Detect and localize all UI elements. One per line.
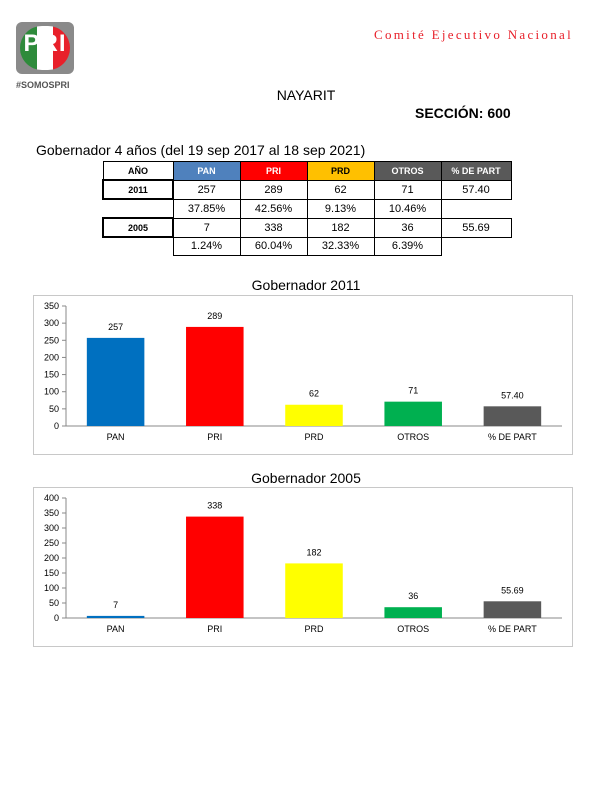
- x-tick-label: OTROS: [397, 432, 429, 442]
- data-label: 57.40: [501, 390, 524, 400]
- data-label: 7: [113, 600, 118, 610]
- cell-prd: 182: [306, 217, 375, 238]
- bar-pan: [86, 337, 145, 426]
- x-tick-label: PRI: [207, 432, 222, 442]
- header-otros: OTROS: [373, 161, 442, 181]
- period-heading: Gobernador 4 años (del 19 sep 2017 al 18…: [36, 142, 366, 158]
- header-pan: PAN: [172, 161, 241, 181]
- brand-tagline: #SOMOSPRI: [16, 80, 70, 90]
- logo-letters: PRI: [23, 30, 67, 57]
- cell-pan: 257: [172, 179, 241, 200]
- y-tick-label: 300: [44, 523, 59, 533]
- cell-participation: 55.69: [440, 217, 512, 238]
- y-tick-label: 350: [44, 301, 59, 311]
- header-year: AÑO: [102, 161, 174, 181]
- data-label: 62: [309, 389, 319, 399]
- bar-prd: [285, 404, 343, 426]
- table-row: 2005 7 338 182 36 55.69: [102, 217, 512, 238]
- header-pri: PRI: [239, 161, 308, 181]
- bar-pan: [86, 615, 145, 618]
- y-tick-label: 0: [54, 613, 59, 623]
- pct-pan: 1.24%: [172, 237, 241, 256]
- y-tick-label: 200: [44, 553, 59, 563]
- bar-pri: [186, 516, 244, 618]
- bar-prd: [285, 563, 343, 618]
- y-tick-label: 250: [44, 538, 59, 548]
- y-tick-label: 300: [44, 318, 59, 328]
- cell-pan: 7: [172, 217, 241, 238]
- x-tick-label: PRI: [207, 624, 222, 634]
- header-participation: % DE PART: [440, 161, 512, 181]
- state-title: NAYARIT: [276, 87, 336, 103]
- x-tick-label: % DE PART: [488, 432, 537, 442]
- data-label: 182: [306, 547, 321, 557]
- chart-2005: 0 50 100 150 200 250 300 350 400 7 PAN 338 PRI 182 PRD…: [33, 487, 573, 647]
- y-tick-label: 100: [44, 387, 59, 397]
- chart-2011: 0 50 100 150 200 250 300 350 257 PAN 289 PRI 62 PRD 71…: [33, 295, 573, 455]
- header-prd: PRD: [306, 161, 375, 181]
- pct-otros: 6.39%: [373, 237, 442, 256]
- bar-pri: [186, 326, 244, 426]
- cell-pri: 289: [239, 179, 308, 200]
- organization-name: Comité Ejecutivo Nacional: [374, 27, 574, 42]
- data-label: 289: [207, 311, 222, 321]
- table-header-row: AÑO PAN PRI PRD OTROS % DE PART: [102, 161, 512, 181]
- x-tick-label: PAN: [107, 432, 125, 442]
- cell-participation: 57.40: [440, 179, 512, 200]
- pri-logo: PRI: [16, 22, 74, 74]
- y-tick-label: 400: [44, 493, 59, 503]
- pct-pri: 42.56%: [239, 199, 308, 219]
- pct-prd: 9.13%: [306, 199, 375, 219]
- cell-prd: 62: [306, 179, 375, 200]
- bar-otros: [384, 607, 442, 618]
- pct-pri: 60.04%: [239, 237, 308, 256]
- pct-prd: 32.33%: [306, 237, 375, 256]
- pct-pan: 37.85%: [172, 199, 241, 219]
- results-table: AÑO PAN PRI PRD OTROS % DE PART 2011 257…: [102, 161, 512, 256]
- cell-otros: 71: [373, 179, 442, 200]
- chart-2011-svg: 0 50 100 150 200 250 300 350 257 PAN 289 PRI 62 PRD 71…: [44, 301, 562, 442]
- row-year: 2005: [102, 217, 174, 238]
- y-tick-label: 50: [49, 598, 59, 608]
- x-tick-label: OTROS: [397, 624, 429, 634]
- table-pct-row: 1.24% 60.04% 32.33% 6.39%: [103, 237, 511, 256]
- data-label: 257: [108, 322, 123, 332]
- table-pct-row: 37.85% 42.56% 9.13% 10.46%: [103, 199, 511, 219]
- y-tick-label: 100: [44, 583, 59, 593]
- chart-title-2011: Gobernador 2011: [251, 277, 361, 293]
- pct-otros: 10.46%: [373, 199, 442, 219]
- section-number: SECCIÓN: 600: [415, 105, 511, 121]
- bar--de-part: [483, 601, 542, 618]
- y-tick-label: 200: [44, 352, 59, 362]
- y-tick-label: 0: [54, 421, 59, 431]
- data-label: 55.69: [501, 585, 524, 595]
- x-tick-label: % DE PART: [488, 624, 537, 634]
- bar--de-part: [483, 406, 542, 426]
- cell-pri: 338: [239, 217, 308, 238]
- table-row: 2011 257 289 62 71 57.40: [102, 179, 512, 200]
- x-tick-label: PAN: [107, 624, 125, 634]
- chart-2005-svg: 0 50 100 150 200 250 300 350 400 7 PAN 338 PRI 182 PRD…: [44, 493, 562, 634]
- data-label: 338: [207, 501, 222, 511]
- bar-otros: [384, 401, 442, 426]
- cell-otros: 36: [373, 217, 442, 238]
- y-tick-label: 250: [44, 335, 59, 345]
- y-tick-label: 350: [44, 508, 59, 518]
- row-year: 2011: [102, 179, 174, 200]
- y-tick-label: 50: [49, 404, 59, 414]
- y-tick-label: 150: [44, 568, 59, 578]
- data-label: 71: [408, 386, 418, 396]
- chart-title-2005: Gobernador 2005: [251, 470, 361, 486]
- data-label: 36: [408, 591, 418, 601]
- x-tick-label: PRD: [304, 624, 324, 634]
- y-tick-label: 150: [44, 370, 59, 380]
- x-tick-label: PRD: [304, 432, 324, 442]
